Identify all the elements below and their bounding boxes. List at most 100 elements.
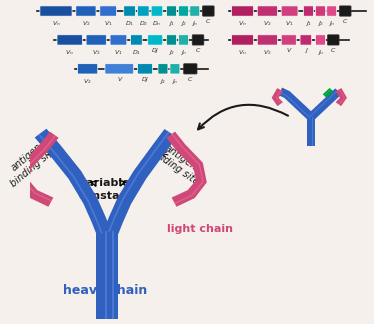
Text: C: C: [343, 19, 347, 24]
FancyBboxPatch shape: [86, 35, 106, 45]
Polygon shape: [108, 132, 170, 232]
Polygon shape: [279, 92, 310, 118]
Text: V$_1$: V$_1$: [114, 48, 123, 57]
Text: J$_2$: J$_2$: [168, 48, 175, 57]
Polygon shape: [308, 88, 341, 120]
Polygon shape: [310, 90, 338, 117]
Polygon shape: [105, 231, 107, 319]
Text: J$_n$: J$_n$: [180, 48, 187, 57]
Polygon shape: [103, 231, 118, 319]
Text: C: C: [206, 19, 211, 24]
Text: C: C: [188, 77, 193, 82]
Text: J$_n$: J$_n$: [328, 19, 335, 28]
FancyBboxPatch shape: [105, 64, 134, 74]
Text: light chain: light chain: [167, 225, 233, 235]
Polygon shape: [323, 88, 334, 98]
FancyBboxPatch shape: [138, 6, 149, 16]
Text: J$_2$: J$_2$: [159, 77, 166, 86]
Text: DJ: DJ: [142, 77, 148, 82]
FancyBboxPatch shape: [131, 35, 142, 45]
FancyBboxPatch shape: [178, 35, 188, 45]
Text: C: C: [331, 48, 335, 53]
Polygon shape: [312, 117, 313, 146]
FancyBboxPatch shape: [166, 35, 177, 45]
FancyBboxPatch shape: [170, 64, 180, 74]
Text: J$_2$: J$_2$: [180, 19, 187, 28]
FancyBboxPatch shape: [148, 35, 163, 45]
Polygon shape: [96, 231, 111, 319]
Text: J$_1$: J$_1$: [305, 19, 312, 28]
FancyBboxPatch shape: [257, 35, 278, 45]
Polygon shape: [38, 134, 103, 234]
Text: V$_n$: V$_n$: [52, 19, 60, 28]
FancyBboxPatch shape: [110, 35, 127, 45]
FancyBboxPatch shape: [281, 35, 296, 45]
FancyBboxPatch shape: [327, 35, 339, 45]
Text: V$_n$: V$_n$: [65, 48, 74, 57]
Text: J$_n$: J$_n$: [191, 19, 199, 28]
FancyBboxPatch shape: [184, 64, 197, 74]
FancyBboxPatch shape: [166, 6, 177, 16]
Text: D$_2$: D$_2$: [139, 19, 148, 28]
Text: V$_2$: V$_2$: [82, 19, 90, 28]
Text: V$_1$: V$_1$: [285, 19, 294, 28]
Text: heavy chain: heavy chain: [64, 284, 148, 297]
Text: V$_1$: V$_1$: [104, 19, 113, 28]
Text: V$_n$: V$_n$: [238, 48, 247, 57]
Text: V$_2$: V$_2$: [263, 48, 272, 57]
Text: D$_1$: D$_1$: [125, 19, 134, 28]
Text: V: V: [117, 77, 122, 82]
FancyBboxPatch shape: [340, 6, 351, 16]
Text: antigen
binding site: antigen binding site: [148, 137, 207, 187]
Text: C: C: [196, 48, 200, 53]
Polygon shape: [339, 89, 345, 105]
FancyBboxPatch shape: [315, 35, 325, 45]
Text: J$_2$: J$_2$: [317, 19, 324, 28]
Polygon shape: [278, 87, 314, 120]
FancyBboxPatch shape: [151, 6, 163, 16]
Text: J: J: [305, 48, 307, 53]
FancyBboxPatch shape: [315, 6, 325, 16]
Text: J$_n$: J$_n$: [171, 77, 179, 86]
Text: V$_2$: V$_2$: [83, 77, 92, 86]
Text: J$_1$: J$_1$: [168, 19, 175, 28]
Polygon shape: [24, 135, 56, 202]
Polygon shape: [272, 88, 283, 106]
FancyBboxPatch shape: [232, 35, 254, 45]
FancyBboxPatch shape: [100, 6, 117, 16]
FancyBboxPatch shape: [303, 6, 313, 16]
Text: D$_n$: D$_n$: [152, 19, 162, 28]
Polygon shape: [307, 117, 315, 146]
Text: V: V: [286, 48, 291, 53]
Text: J$_n$: J$_n$: [317, 48, 324, 57]
FancyBboxPatch shape: [281, 6, 298, 16]
Polygon shape: [35, 129, 111, 235]
Polygon shape: [104, 129, 177, 235]
Text: V$_2$: V$_2$: [92, 48, 101, 57]
Text: antigen
binding site: antigen binding site: [1, 135, 59, 189]
FancyBboxPatch shape: [327, 6, 337, 16]
FancyBboxPatch shape: [158, 64, 168, 74]
FancyBboxPatch shape: [300, 35, 312, 45]
Polygon shape: [324, 89, 331, 96]
FancyBboxPatch shape: [192, 35, 204, 45]
FancyBboxPatch shape: [77, 64, 98, 74]
Polygon shape: [18, 132, 59, 207]
FancyBboxPatch shape: [257, 6, 278, 16]
FancyBboxPatch shape: [178, 6, 188, 16]
Text: constant: constant: [78, 191, 133, 201]
FancyBboxPatch shape: [232, 6, 254, 16]
Polygon shape: [171, 133, 203, 204]
Polygon shape: [276, 90, 281, 104]
Text: V$_n$: V$_n$: [238, 19, 247, 28]
FancyBboxPatch shape: [76, 6, 96, 16]
FancyBboxPatch shape: [190, 6, 200, 16]
FancyBboxPatch shape: [57, 35, 82, 45]
Text: DJ: DJ: [152, 48, 159, 53]
FancyBboxPatch shape: [202, 6, 214, 16]
Text: V$_2$: V$_2$: [263, 19, 272, 28]
FancyBboxPatch shape: [40, 6, 72, 16]
Text: variable: variable: [80, 178, 131, 188]
Polygon shape: [166, 132, 207, 207]
Text: D$_1$: D$_1$: [132, 48, 141, 57]
